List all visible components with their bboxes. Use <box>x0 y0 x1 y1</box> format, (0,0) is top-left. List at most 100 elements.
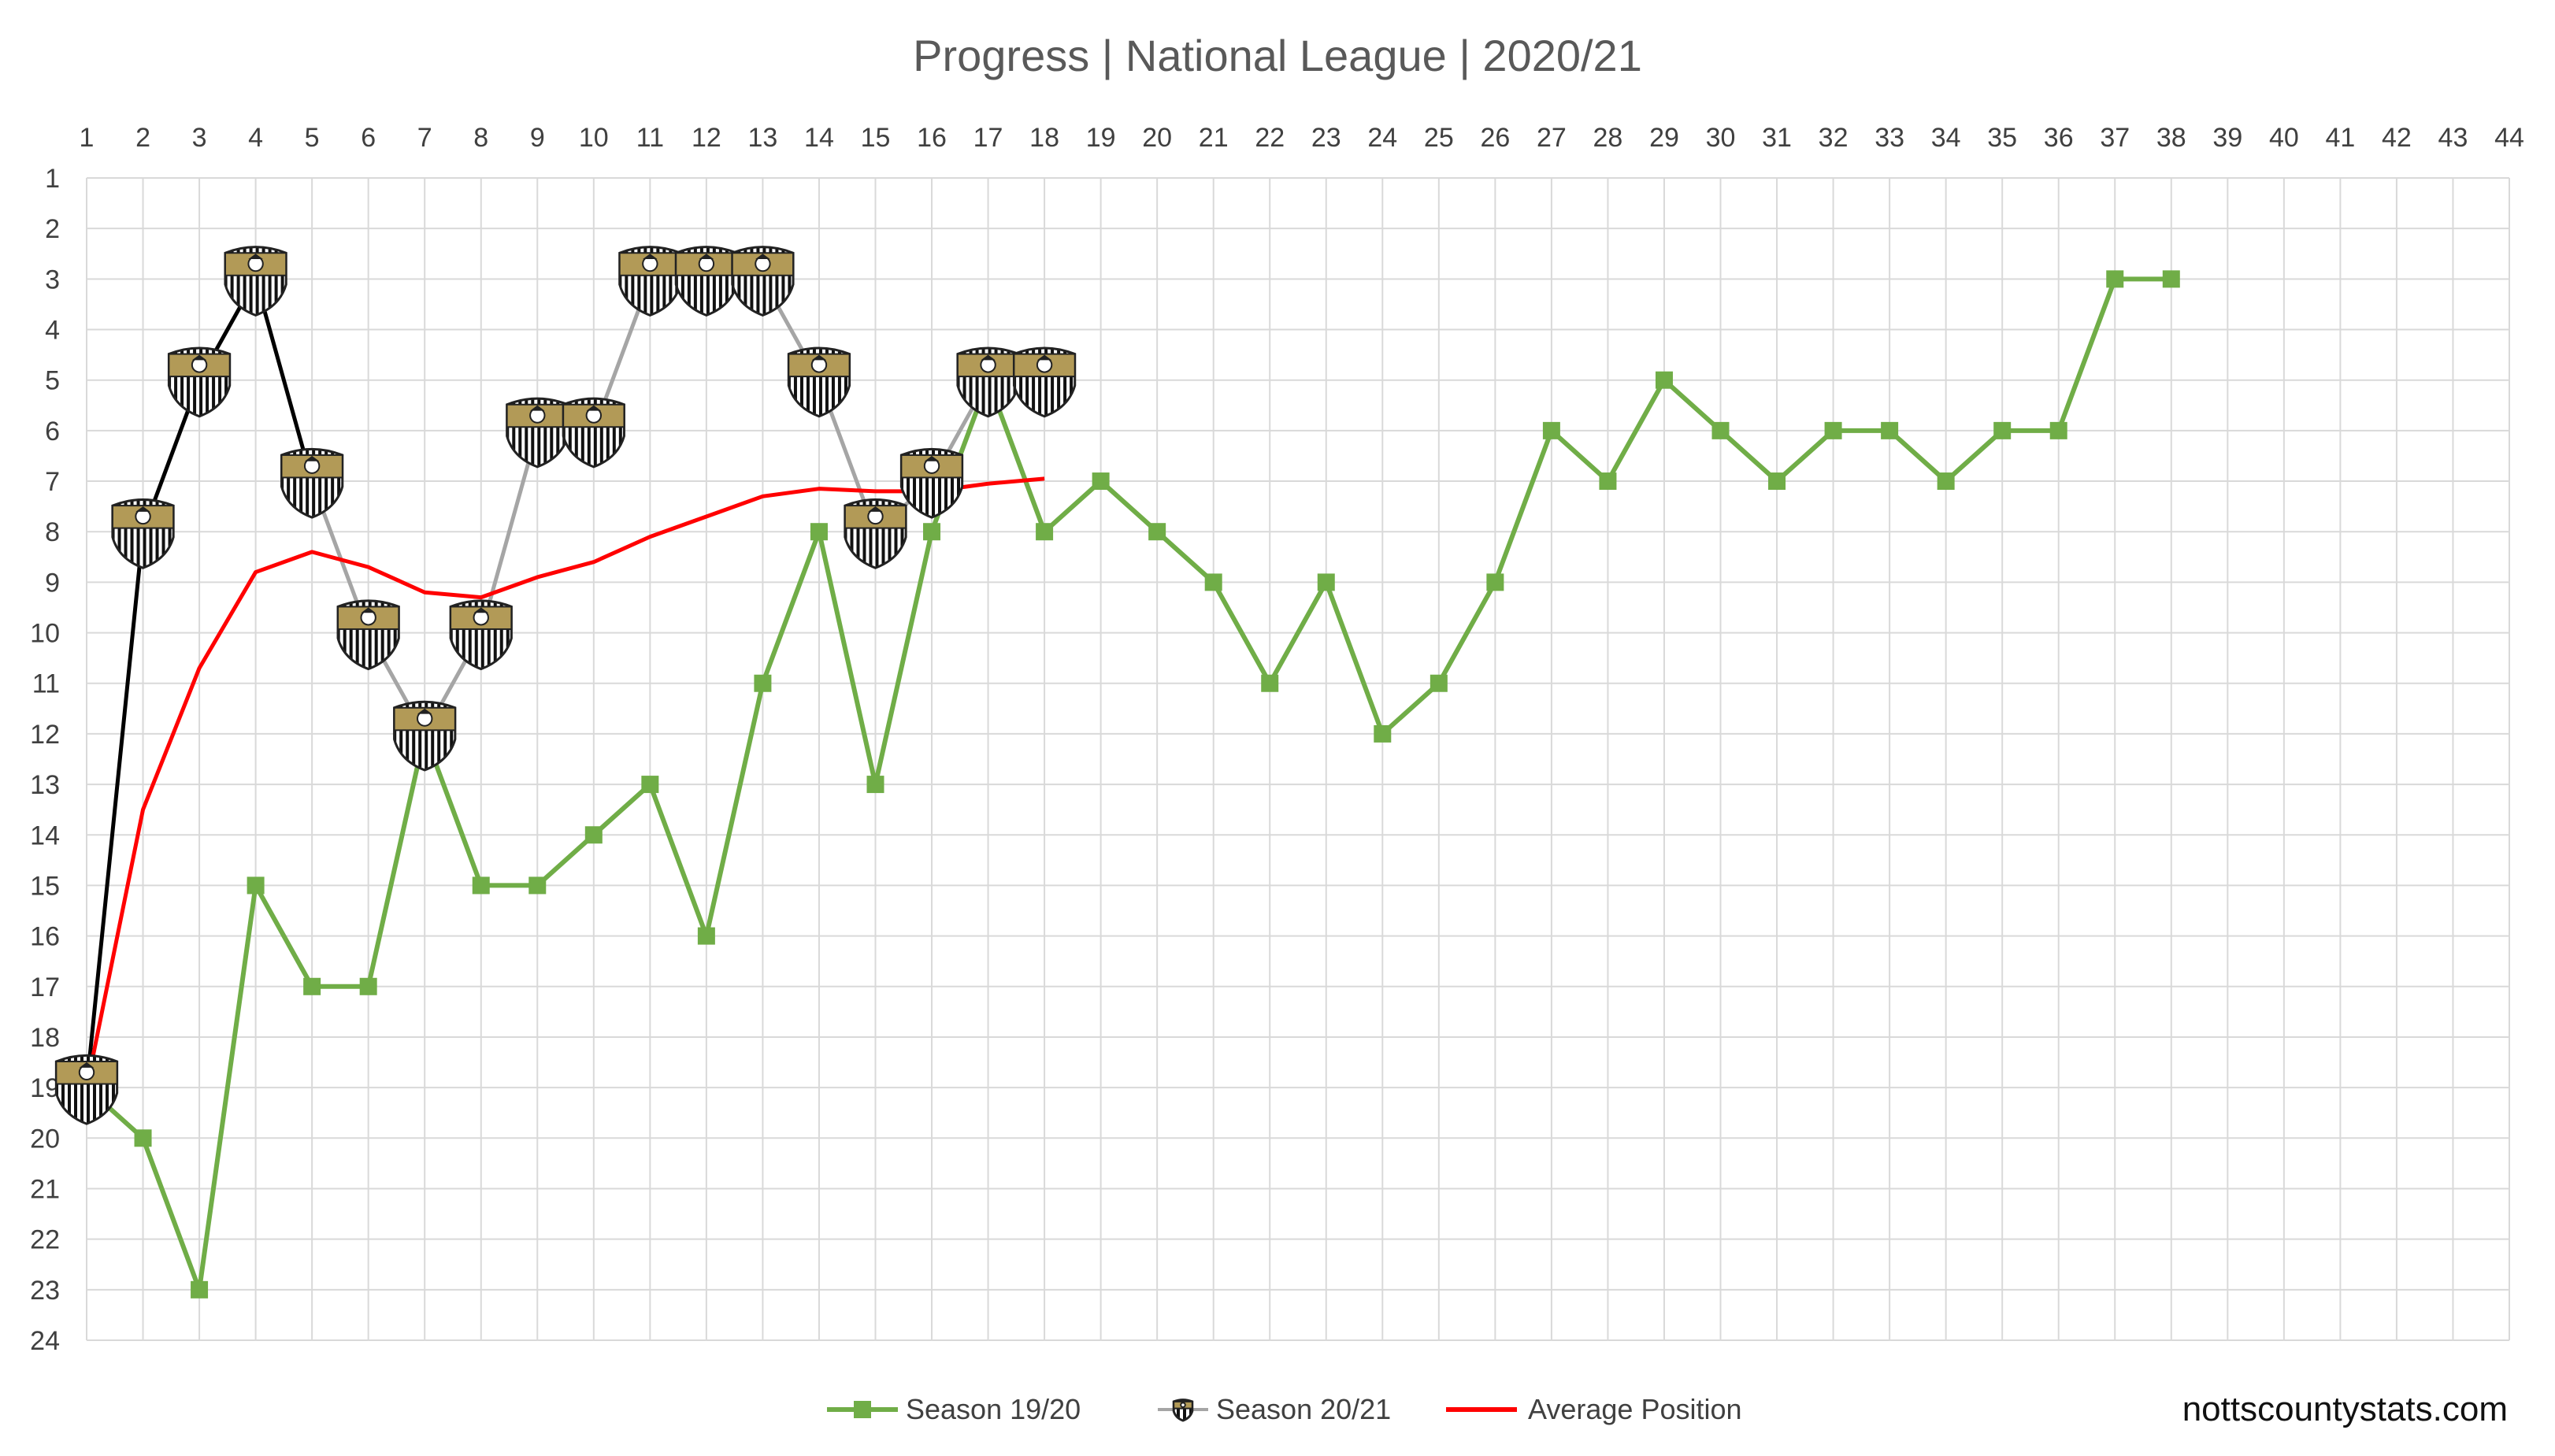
y-tick-label: 13 <box>30 770 60 800</box>
season-19-20-point <box>2106 270 2124 288</box>
x-tick-label: 22 <box>1255 123 1285 153</box>
legend-item: Season 20/21 <box>1158 1393 1391 1425</box>
season-19-20-point <box>641 776 659 794</box>
season-19-20-point <box>1768 472 1786 491</box>
x-tick-label: 43 <box>2438 123 2468 153</box>
x-tick-label: 4 <box>248 123 263 153</box>
x-tick-label: 11 <box>636 123 664 153</box>
x-tick-label: 34 <box>1931 123 1961 153</box>
x-tick-label: 44 <box>2494 123 2524 153</box>
season-19-20-point <box>1317 573 1335 591</box>
x-tick-label: 25 <box>1424 123 1454 153</box>
x-tick-label: 10 <box>579 123 609 153</box>
y-tick-label: 14 <box>30 821 60 850</box>
x-tick-label: 8 <box>473 123 488 153</box>
season-20-21-point <box>562 397 625 469</box>
x-tick-label: 18 <box>1029 123 1059 153</box>
y-tick-label: 11 <box>32 669 60 699</box>
season-19-20-point <box>1824 421 1842 439</box>
season-19-20-point <box>472 876 490 895</box>
y-tick-label: 9 <box>45 568 60 598</box>
season-19-20-point <box>1937 472 1955 491</box>
y-tick-label: 21 <box>30 1174 60 1204</box>
season-20-21-point <box>731 246 795 317</box>
y-tick-label: 8 <box>45 517 60 547</box>
season-19-20-point <box>1542 421 1560 439</box>
season-20-21-point <box>449 599 513 671</box>
season-20-21-point <box>167 346 232 418</box>
legend-item: Average Position <box>1446 1393 1742 1425</box>
season-19-20-point <box>1430 674 1448 692</box>
season-20-21-point <box>956 346 1020 418</box>
y-tick-label: 6 <box>45 417 60 446</box>
season-19-20-point <box>303 977 321 995</box>
x-tick-label: 40 <box>2269 123 2299 153</box>
y-tick-label: 20 <box>30 1124 60 1154</box>
x-tick-label: 3 <box>192 123 207 153</box>
season-19-20-point <box>247 876 265 895</box>
y-tick-label: 4 <box>45 316 60 346</box>
season-19-20-point <box>866 776 884 794</box>
x-tick-label: 23 <box>1311 123 1341 153</box>
season-20-21-point <box>787 346 851 418</box>
season-20-21-point <box>393 700 457 772</box>
season-20-21-point <box>674 246 739 317</box>
x-tick-label: 15 <box>861 123 891 153</box>
x-tick-label: 20 <box>1142 123 1172 153</box>
x-tick-label: 36 <box>2044 123 2074 153</box>
season-19-20-point <box>1486 573 1504 591</box>
y-tick-label: 5 <box>45 366 60 396</box>
grid <box>86 177 2510 1341</box>
x-tick-label: 24 <box>1367 123 1397 153</box>
x-tick-label: 2 <box>135 123 150 153</box>
y-tick-label: 7 <box>45 467 60 497</box>
y-tick-label: 24 <box>30 1326 60 1356</box>
y-tick-label: 1 <box>45 164 60 194</box>
season-19-20-point <box>191 1280 209 1299</box>
x-tick-label: 28 <box>1593 123 1623 153</box>
season-19-20-point <box>2162 270 2180 288</box>
season-19-20-point <box>1092 472 1110 491</box>
season-19-20-point <box>1711 421 1730 439</box>
legend-item: Season 19/20 <box>827 1393 1081 1425</box>
season-20-21-point <box>618 246 682 317</box>
x-tick-label: 9 <box>530 123 545 153</box>
x-tick-label: 33 <box>1875 123 1904 153</box>
x-tick-label: 41 <box>2325 123 2355 153</box>
x-tick-label: 13 <box>748 123 778 153</box>
x-tick-label: 38 <box>2156 123 2186 153</box>
season-19-20-point <box>134 1129 152 1147</box>
x-tick-label: 29 <box>1649 123 1679 153</box>
x-tick-label: 35 <box>1987 123 2017 153</box>
season-20-21-point <box>280 447 344 519</box>
x-tick-label: 37 <box>2100 123 2130 153</box>
x-tick-label: 14 <box>804 123 834 153</box>
average-position-line <box>84 476 1045 1088</box>
x-tick-label: 26 <box>1480 123 1510 153</box>
chart-title: Progress | National League | 2020/21 <box>913 31 1642 80</box>
season-19-20-point <box>697 927 715 945</box>
x-tick-label: 30 <box>1706 123 1736 153</box>
season-19-20-point <box>810 523 828 541</box>
season-19-20-point <box>528 876 547 895</box>
season-20-21-point <box>336 599 400 671</box>
season-20-21-point <box>1012 346 1077 418</box>
season-19-20-point <box>923 523 941 541</box>
season-19-20-point <box>2049 421 2067 439</box>
season-19-20-point <box>1993 421 2012 439</box>
legend-square-marker <box>854 1401 871 1418</box>
legend-crest-icon <box>1172 1399 1194 1422</box>
x-tick-label: 17 <box>973 123 1003 153</box>
x-tick-label: 31 <box>1762 123 1792 153</box>
x-tick-label: 5 <box>305 123 320 153</box>
x-tick-label: 39 <box>2212 123 2242 153</box>
x-tick-label: 16 <box>917 123 947 153</box>
x-tick-label: 32 <box>1819 123 1849 153</box>
x-tick-label: 12 <box>692 123 721 153</box>
season-19-20-point <box>1881 421 1899 439</box>
watermark-text: nottscountystats.com <box>2182 1390 2508 1428</box>
season-20-21-point <box>844 498 907 569</box>
season-19-20-point <box>754 674 772 692</box>
